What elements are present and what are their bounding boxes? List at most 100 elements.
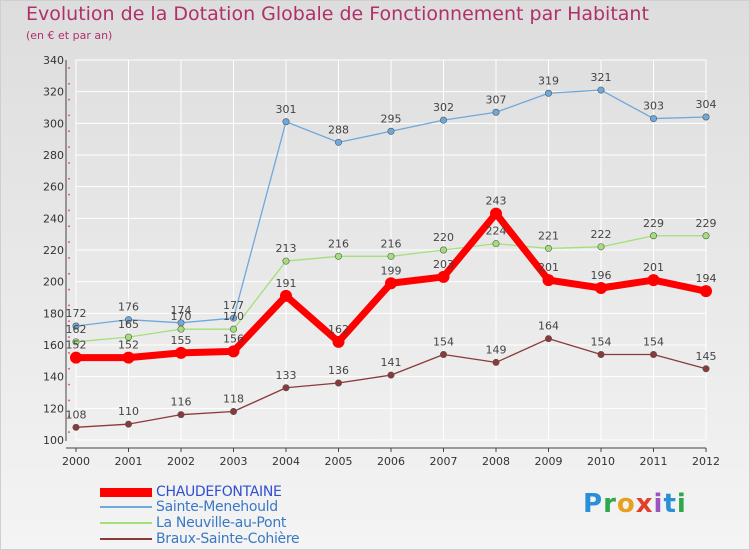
data-point	[597, 243, 605, 251]
series-group	[70, 86, 712, 431]
data-label: 216	[328, 237, 349, 250]
x-tick-label: 2004	[272, 455, 300, 468]
data-label: 229	[696, 217, 717, 230]
legend-label: CHAUDEFONTAINE	[156, 484, 282, 500]
legend-label: Sainte-Menehould	[156, 499, 278, 515]
brand-letter: r	[603, 489, 617, 519]
data-label: 194	[696, 272, 717, 285]
data-label: 133	[276, 369, 297, 382]
data-point	[649, 115, 657, 123]
y-tick-label: 120	[43, 402, 64, 415]
data-label: 201	[538, 261, 559, 274]
data-point	[595, 282, 607, 294]
brand-letter: t	[663, 489, 677, 519]
data-point	[227, 345, 240, 358]
data-label: 154	[643, 336, 664, 349]
data-point	[230, 325, 238, 333]
data-label: 156	[223, 332, 244, 345]
data-point	[175, 346, 187, 359]
data-point	[387, 127, 395, 135]
data-label: 213	[276, 242, 297, 255]
data-label: 172	[66, 307, 87, 320]
data-point	[177, 325, 185, 333]
data-point	[70, 351, 82, 364]
data-point	[544, 335, 552, 343]
y-tick-label: 220	[43, 244, 64, 257]
legend-label: Braux-Sainte-Cohière	[156, 531, 300, 547]
x-tick-label: 2005	[325, 455, 353, 468]
data-labels: 152 152 155 156 191 162 199 203 243 201 196 201 194 1…	[66, 71, 717, 421]
data-label: 176	[118, 301, 139, 314]
y-tick-label: 340	[43, 54, 64, 67]
data-point	[702, 113, 710, 121]
data-point	[282, 384, 290, 392]
data-point	[230, 314, 238, 322]
data-label: 141	[381, 356, 402, 369]
data-label: 222	[591, 228, 612, 241]
data-label: 307	[486, 93, 507, 106]
data-label: 301	[276, 103, 297, 116]
data-label: 174	[171, 304, 192, 317]
data-point	[544, 89, 552, 97]
y-tick-label: 320	[43, 86, 64, 99]
data-point	[282, 118, 290, 126]
x-tick-label: 2001	[115, 455, 143, 468]
data-point	[334, 379, 342, 387]
legend-label: La Neuville-au-Pont	[156, 515, 287, 531]
data-point	[492, 108, 500, 116]
data-label: 302	[433, 101, 454, 114]
brand-letter: i	[676, 489, 687, 519]
data-point	[334, 252, 342, 260]
y-tick-label: 160	[43, 339, 64, 352]
data-label: 196	[591, 269, 612, 282]
data-label: 199	[381, 264, 402, 277]
data-point	[387, 252, 395, 260]
x-tick-label: 2000	[62, 455, 90, 468]
data-label: 191	[276, 277, 297, 290]
y-tick-label: 300	[43, 117, 64, 130]
data-label: 303	[643, 100, 664, 113]
data-point	[597, 86, 605, 94]
y-tick-label: 200	[43, 276, 64, 289]
data-label: 221	[538, 229, 559, 242]
x-tick-label: 2007	[430, 455, 458, 468]
brand-letter: P	[583, 489, 604, 519]
data-label: 152	[66, 339, 87, 352]
data-label: 224	[486, 225, 507, 238]
data-label: 201	[643, 261, 664, 274]
y-tick-label: 240	[43, 212, 64, 225]
x-tick-label: 2010	[587, 455, 615, 468]
data-point	[230, 407, 238, 415]
data-point	[544, 244, 552, 252]
data-label: 164	[538, 320, 559, 333]
x-tick-label: 2008	[482, 455, 510, 468]
data-label: 203	[433, 258, 454, 271]
data-label: 229	[643, 217, 664, 230]
legend-swatch	[100, 522, 152, 524]
data-label: 136	[328, 364, 349, 377]
x-tick-label: 2003	[220, 455, 248, 468]
data-label: 220	[433, 231, 454, 244]
data-point	[122, 351, 135, 364]
data-point	[439, 116, 447, 124]
data-label: 319	[538, 74, 559, 87]
data-point	[280, 289, 292, 302]
data-label: 162	[66, 323, 87, 336]
data-label: 116	[171, 396, 192, 409]
data-point	[702, 232, 710, 240]
data-point	[125, 316, 133, 324]
x-tick-label: 2012	[692, 455, 720, 468]
axes: 100 120 140 160 180 200 220 240 260 280 300 320 340 2…	[43, 54, 720, 468]
legend-swatch	[100, 538, 152, 540]
x-tick-label: 2009	[535, 455, 563, 468]
grid	[75, 59, 707, 441]
brand-letter: o	[616, 489, 636, 519]
x-tick-label: 2006	[377, 455, 405, 468]
data-label: 152	[118, 339, 139, 352]
chart-title: Evolution de la Dotation Globale de Fonc…	[26, 3, 649, 25]
legend-swatch	[100, 487, 152, 497]
brand-letter: x	[635, 489, 654, 519]
data-point	[72, 338, 80, 346]
